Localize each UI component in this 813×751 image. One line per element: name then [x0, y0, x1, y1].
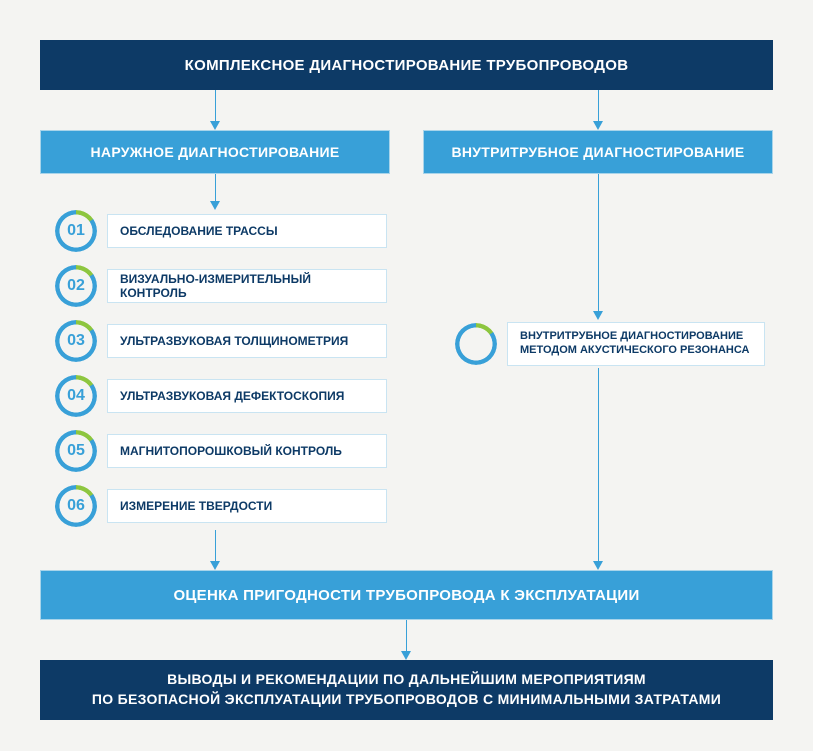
- external-step-03: 03 УЛЬТРАЗВУКОВАЯ ТОЛЩИНОМЕТРИЯ: [55, 320, 387, 362]
- step-ring-icon: 04: [55, 375, 97, 417]
- external-step-02: 02 ВИЗУАЛЬНО-ИЗМЕРИТЕЛЬНЫЙ КОНТРОЛЬ: [55, 265, 387, 307]
- arrow-steps-to-eval: [215, 530, 216, 562]
- step-ring-icon: 01: [55, 210, 97, 252]
- internal-step-label: ВНУТРИТРУБНОЕ ДИАГНОСТИРОВАНИЕ МЕТОДОМ А…: [520, 330, 752, 358]
- arrow-head-icon: [210, 121, 220, 130]
- pipeline-diagnostics-flowchart: КОМПЛЕКСНОЕ ДИАГНОСТИРОВАНИЕ ТРУБОПРОВОД…: [0, 0, 813, 751]
- node-external-diag: НАРУЖНОЕ ДИАГНОСТИРОВАНИЕ: [40, 130, 390, 174]
- step-label-box: ИЗМЕРЕНИЕ ТВЕРДОСТИ: [107, 489, 387, 523]
- node-conclusions-line1: ВЫВОДЫ И РЕКОМЕНДАЦИИ ПО ДАЛЬНЕЙШИМ МЕРО…: [92, 670, 721, 690]
- arrow-head-icon: [593, 311, 603, 320]
- step-number: 06: [67, 497, 85, 515]
- node-conclusions: ВЫВОДЫ И РЕКОМЕНДАЦИИ ПО ДАЛЬНЕЙШИМ МЕРО…: [40, 660, 773, 720]
- external-step-06: 06 ИЗМЕРЕНИЕ ТВЕРДОСТИ: [55, 485, 387, 527]
- arrow-head-icon: [210, 561, 220, 570]
- step-ring-icon: 06: [55, 485, 97, 527]
- internal-step-ring-icon: [455, 323, 497, 365]
- arrow-root-to-right: [598, 90, 599, 122]
- arrow-head-icon: [593, 121, 603, 130]
- arrow-right-to-step: [598, 174, 599, 312]
- step-ring-icon: 02: [55, 265, 97, 307]
- step-number: 05: [67, 442, 85, 460]
- step-ring-icon: 03: [55, 320, 97, 362]
- arrow-left-to-steps: [215, 174, 216, 202]
- step-label-box: УЛЬТРАЗВУКОВАЯ ТОЛЩИНОМЕТРИЯ: [107, 324, 387, 358]
- step-number: 03: [67, 332, 85, 350]
- external-step-04: 04 УЛЬТРАЗВУКОВАЯ ДЕФЕКТОСКОПИЯ: [55, 375, 387, 417]
- step-label-box: ОБСЛЕДОВАНИЕ ТРАССЫ: [107, 214, 387, 248]
- node-conclusions-line2: ПО БЕЗОПАСНОЙ ЭКСПЛУАТАЦИИ ТРУБОПРОВОДОВ…: [92, 690, 721, 710]
- node-internal-diag-label: ВНУТРИТРУБНОЕ ДИАГНОСТИРОВАНИЕ: [451, 144, 744, 160]
- step-ring-icon: 05: [55, 430, 97, 472]
- node-root: КОМПЛЕКСНОЕ ДИАГНОСТИРОВАНИЕ ТРУБОПРОВОД…: [40, 40, 773, 90]
- node-evaluation-label: ОЦЕНКА ПРИГОДНОСТИ ТРУБОПРОВОДА К ЭКСПЛУ…: [173, 587, 639, 604]
- node-internal-diag: ВНУТРИТРУБНОЕ ДИАГНОСТИРОВАНИЕ: [423, 130, 773, 174]
- node-evaluation: ОЦЕНКА ПРИГОДНОСТИ ТРУБОПРОВОДА К ЭКСПЛУ…: [40, 570, 773, 620]
- arrow-head-icon: [401, 651, 411, 660]
- step-number: 01: [67, 222, 85, 240]
- arrow-eval-to-final: [406, 620, 407, 652]
- arrow-rstep-to-eval: [598, 368, 599, 562]
- step-number: 02: [67, 277, 85, 295]
- external-step-01: 01 ОБСЛЕДОВАНИЕ ТРАССЫ: [55, 210, 387, 252]
- step-label-box: УЛЬТРАЗВУКОВАЯ ДЕФЕКТОСКОПИЯ: [107, 379, 387, 413]
- step-number: 04: [67, 387, 85, 405]
- step-label-box: ВИЗУАЛЬНО-ИЗМЕРИТЕЛЬНЫЙ КОНТРОЛЬ: [107, 269, 387, 303]
- step-label-box: МАГНИТОПОРОШКОВЫЙ КОНТРОЛЬ: [107, 434, 387, 468]
- arrow-head-icon: [593, 561, 603, 570]
- internal-step: ВНУТРИТРУБНОЕ ДИАГНОСТИРОВАНИЕ МЕТОДОМ А…: [455, 322, 765, 366]
- external-step-05: 05 МАГНИТОПОРОШКОВЫЙ КОНТРОЛЬ: [55, 430, 387, 472]
- arrow-root-to-left: [215, 90, 216, 122]
- node-root-label: КОМПЛЕКСНОЕ ДИАГНОСТИРОВАНИЕ ТРУБОПРОВОД…: [185, 57, 629, 74]
- arrow-head-icon: [210, 201, 220, 210]
- node-external-diag-label: НАРУЖНОЕ ДИАГНОСТИРОВАНИЕ: [91, 144, 340, 160]
- internal-step-box: ВНУТРИТРУБНОЕ ДИАГНОСТИРОВАНИЕ МЕТОДОМ А…: [507, 322, 765, 366]
